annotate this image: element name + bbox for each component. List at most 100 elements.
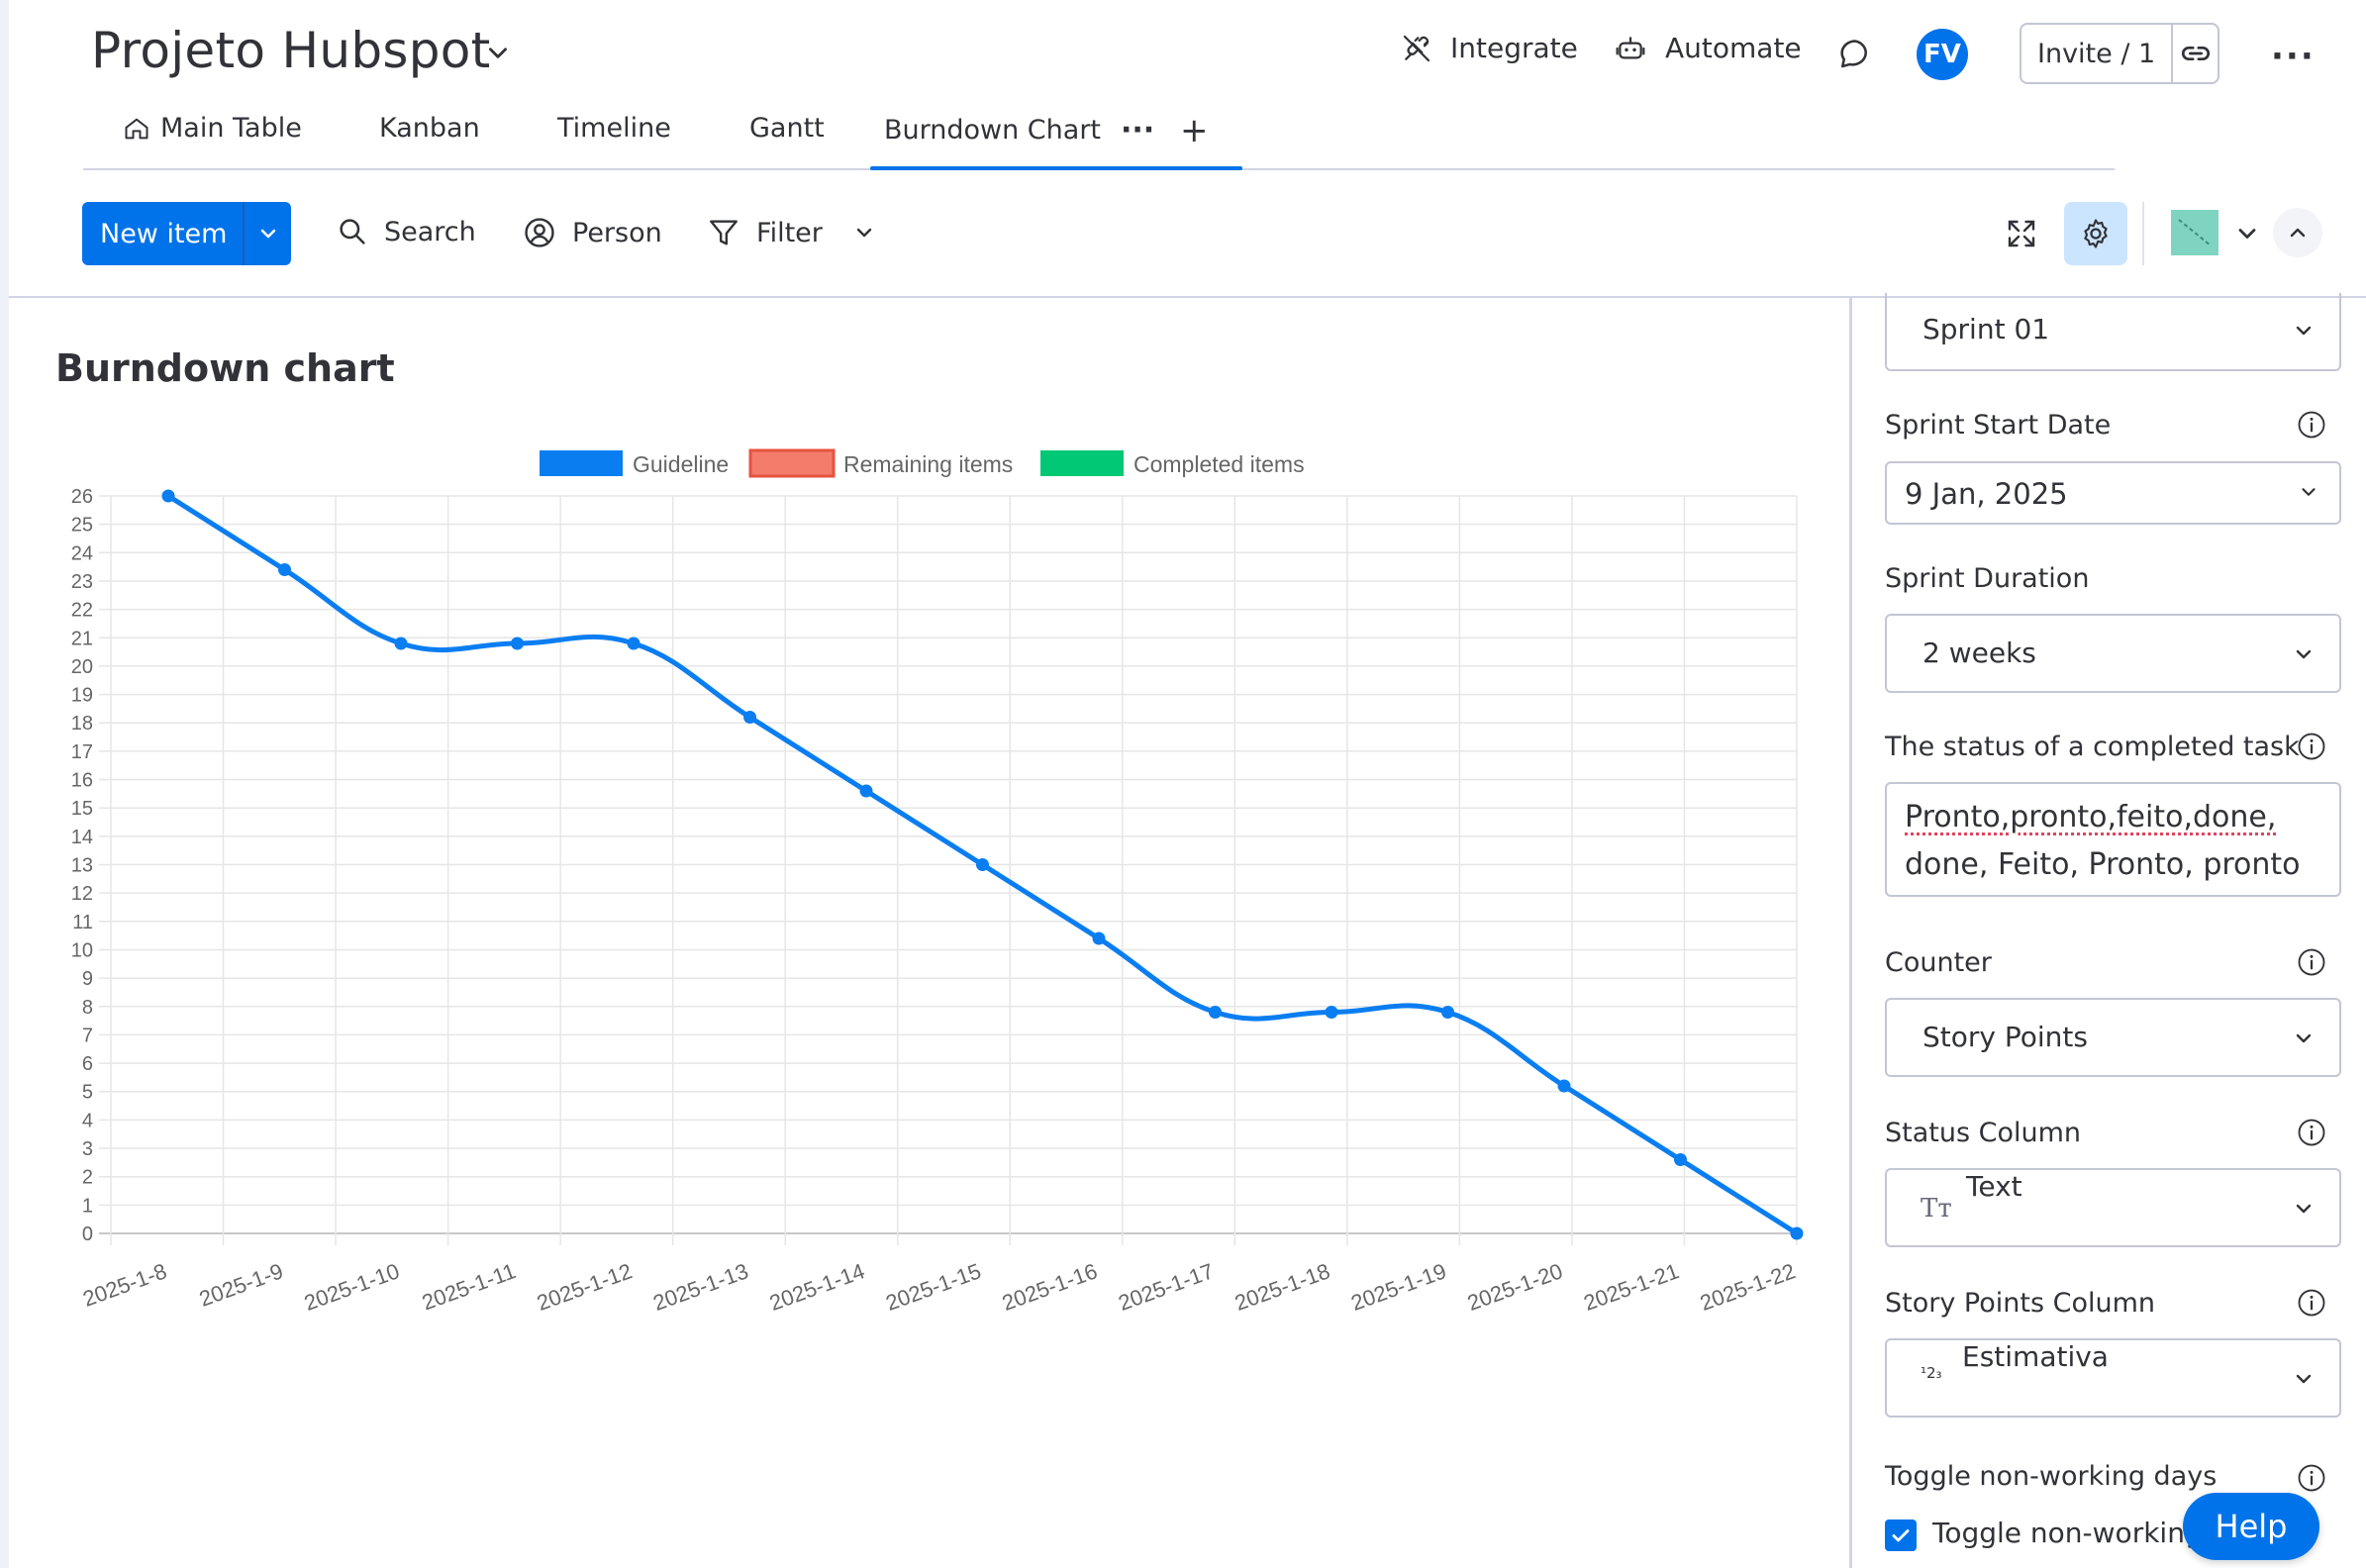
- invite-button[interactable]: Invite / 1: [2021, 25, 2174, 82]
- search-icon: [340, 219, 365, 245]
- user-avatar[interactable]: FV: [1917, 29, 1968, 80]
- widget-chevron-down-icon[interactable]: [2233, 220, 2261, 247]
- status-line-2: done, Feito, Pronto, pronto: [1905, 847, 2301, 882]
- home-icon: [125, 118, 148, 139]
- chevron-down-icon: [2302, 488, 2316, 496]
- board-menu-chevron-icon[interactable]: [485, 40, 511, 65]
- copy-link-button[interactable]: [2173, 37, 2218, 70]
- fullscreen-button[interactable]: [1990, 202, 2053, 265]
- y-tick-label: 11: [72, 912, 93, 933]
- toggle-non-working-checkbox[interactable]: [1885, 1519, 1917, 1551]
- chevron-up-icon: [2290, 228, 2306, 238]
- start-date-value: 9 Jan, 2025: [1905, 477, 2068, 511]
- toolbar-divider: [2142, 202, 2144, 265]
- y-tick-label: 23: [71, 571, 93, 593]
- sprint-duration-label: Sprint Duration: [1885, 563, 2090, 594]
- invite-button-group: Invite / 1: [2020, 23, 2219, 84]
- help-button[interactable]: Help: [2183, 1493, 2319, 1560]
- sprint-select[interactable]: Sprint 01: [1885, 293, 2341, 371]
- chart-widget-thumbnail[interactable]: [2171, 210, 2218, 255]
- new-item-button-group: New item: [82, 202, 291, 265]
- chevron-down-icon: [2296, 326, 2312, 336]
- add-view-plus-icon[interactable]: +: [1180, 111, 1209, 150]
- info-icon[interactable]: [2297, 1463, 2326, 1493]
- x-tick-label: 2025-1-17: [1115, 1258, 1217, 1316]
- sprint-duration-select[interactable]: 2 weeks: [1885, 614, 2341, 693]
- chart-title: Burndown chart: [55, 346, 395, 390]
- legend-swatch: [1040, 450, 1124, 476]
- settings-panel-divider: [1849, 298, 1852, 1568]
- x-tick-label: 2025-1-13: [649, 1258, 751, 1316]
- counter-value: Story Points: [1922, 1021, 2088, 1053]
- y-tick-label: 25: [71, 515, 93, 537]
- guideline-data-point: [743, 711, 756, 724]
- y-tick-label: 12: [71, 883, 93, 905]
- tab-burndown-chart[interactable]: Burndown Chart ···: [884, 113, 1154, 147]
- settings-button[interactable]: [2064, 202, 2127, 265]
- x-tick-label: 2025-1-21: [1580, 1258, 1682, 1316]
- tab-kanban[interactable]: Kanban: [379, 113, 480, 144]
- tab-main-table[interactable]: Main Table: [123, 113, 302, 144]
- automate-button[interactable]: Automate: [1614, 32, 1802, 64]
- x-tick-label: 2025-1-10: [301, 1258, 403, 1316]
- guideline-data-point: [1441, 1006, 1454, 1019]
- y-tick-label: 7: [82, 1025, 93, 1046]
- x-tick-label: 2025-1-22: [1697, 1258, 1799, 1316]
- status-column-select[interactable]: Tт Text: [1885, 1168, 2341, 1247]
- status-line-1: Pronto,pronto,feito,done,: [1905, 800, 2277, 834]
- robot-icon: [1616, 36, 1645, 58]
- person-label: Person: [572, 217, 662, 248]
- legend-swatch: [748, 448, 836, 478]
- info-icon[interactable]: [2297, 732, 2326, 761]
- legend-label: Completed items: [1134, 451, 1305, 477]
- sprint-start-date-label: Sprint Start Date: [1885, 410, 2112, 441]
- tab-gantt[interactable]: Gantt: [749, 113, 825, 144]
- integrate-button[interactable]: Integrate: [1401, 32, 1578, 64]
- info-icon[interactable]: [2297, 410, 2326, 440]
- y-tick-label: 19: [71, 685, 93, 707]
- story-points-column-value: Estimativa: [1962, 1340, 2109, 1373]
- story-points-column-select[interactable]: ¹2₃ Estimativa: [1885, 1338, 2341, 1418]
- legend-label: Guideline: [633, 451, 729, 477]
- x-tick-label: 2025-1-18: [1232, 1258, 1333, 1316]
- chevron-down-icon: [2296, 1204, 2312, 1214]
- guideline-data-point: [976, 858, 989, 871]
- board-title[interactable]: Projeto Hubspot: [91, 22, 491, 79]
- counter-select[interactable]: Story Points: [1885, 998, 2341, 1077]
- collapse-header-button[interactable]: [2273, 208, 2322, 257]
- filter-funnel-icon: [710, 220, 738, 245]
- info-icon[interactable]: [2297, 947, 2326, 977]
- info-icon[interactable]: [2297, 1118, 2326, 1147]
- y-tick-label: 21: [71, 628, 93, 649]
- story-points-column-label: Story Points Column: [1885, 1288, 2155, 1319]
- toolbar-separator: [9, 296, 2366, 298]
- search-button[interactable]: Search: [337, 216, 476, 247]
- info-icon[interactable]: [2297, 1288, 2326, 1318]
- completed-status-input[interactable]: Pronto,pronto,feito,done, done, Feito, P…: [1885, 782, 2341, 897]
- filter-button[interactable]: Filter: [707, 216, 876, 249]
- more-options-icon[interactable]: ···: [2271, 37, 2316, 76]
- burndown-chart: 0123456789101112131415161718192021222324…: [71, 448, 1804, 1316]
- toggle-non-working-checkbox-label[interactable]: Toggle non-working: [1932, 1517, 2203, 1549]
- tab-options-icon[interactable]: ···: [1121, 113, 1155, 147]
- y-tick-label: 10: [71, 939, 93, 961]
- y-tick-label: 17: [71, 741, 93, 763]
- chat-bubble-icon[interactable]: [1837, 37, 1873, 72]
- tab-timeline[interactable]: Timeline: [557, 113, 671, 144]
- tab-label: Kanban: [379, 113, 480, 144]
- x-tick-label: 2025-1-11: [419, 1258, 519, 1315]
- sprint-start-date-picker[interactable]: 9 Jan, 2025: [1885, 461, 2341, 525]
- person-filter-button[interactable]: Person: [523, 216, 662, 249]
- integrate-label: Integrate: [1450, 32, 1578, 64]
- filter-chevron-down-icon[interactable]: [852, 221, 876, 245]
- tab-label: Gantt: [749, 113, 825, 144]
- guideline-data-point: [511, 637, 524, 650]
- y-tick-label: 2: [82, 1167, 93, 1189]
- y-tick-label: 13: [71, 855, 93, 877]
- new-item-button[interactable]: New item: [82, 202, 246, 265]
- active-tab-indicator: [870, 166, 1242, 170]
- guideline-data-point: [627, 637, 641, 650]
- y-tick-label: 15: [71, 798, 93, 820]
- y-tick-label: 16: [71, 770, 93, 792]
- new-item-dropdown[interactable]: [245, 222, 291, 245]
